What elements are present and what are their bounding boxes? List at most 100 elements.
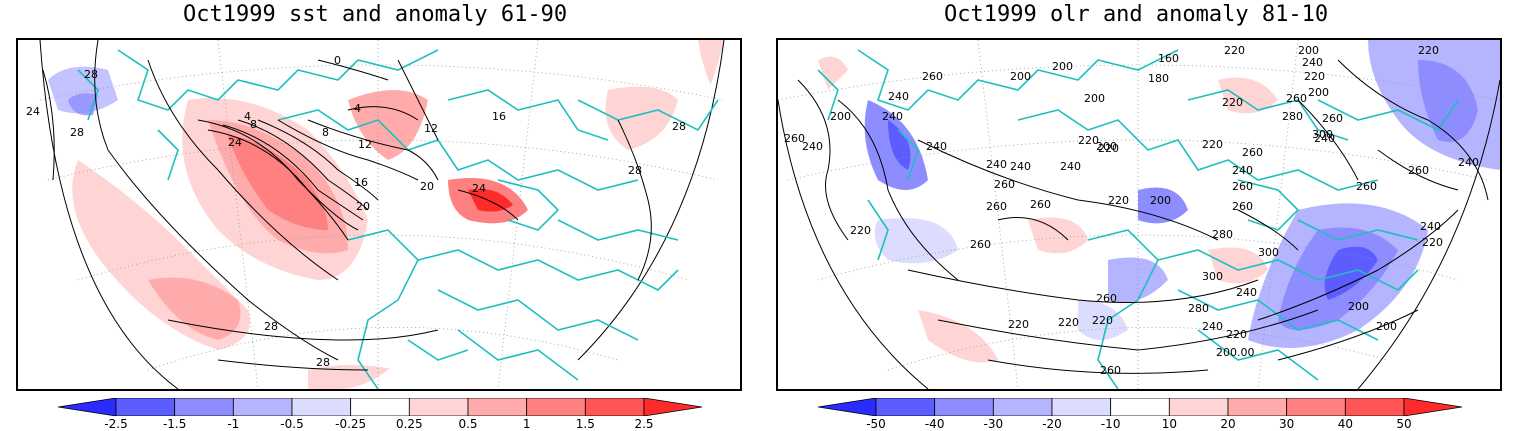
contour-label: 28	[672, 120, 686, 133]
colorbar-segment	[526, 398, 586, 416]
left-horizon-right	[577, 40, 725, 361]
contour-label: 300	[1202, 270, 1223, 283]
contour-label: 200.00	[1216, 346, 1255, 359]
contour-label: 240	[888, 90, 909, 103]
contour-label: 260	[994, 178, 1015, 191]
contour-label: 240	[1232, 164, 1253, 177]
contour-label: 280	[1212, 228, 1233, 241]
contour-label: 260	[1408, 164, 1429, 177]
colorbar-low-cap	[58, 398, 117, 416]
right-horizon-right	[1357, 79, 1500, 389]
left-contours	[42, 40, 652, 371]
contour-label: 220	[1078, 134, 1099, 147]
contour-label: 24	[472, 182, 486, 195]
contour-label: 300	[1258, 246, 1279, 259]
colorbar-tick-label: 30	[1279, 417, 1295, 431]
colorbar-tick-label: 50	[1396, 417, 1412, 431]
contour-label: 12	[358, 138, 372, 151]
right-horizon-left	[778, 99, 929, 389]
colorbar-segment	[232, 398, 293, 416]
contour-label: 240	[926, 140, 947, 153]
contour-label: 220	[1222, 96, 1243, 109]
colorbar-tick-label: -1	[227, 417, 240, 431]
contour-label: 0	[334, 54, 341, 67]
contour-label: 28	[70, 126, 84, 139]
contour-label: 180	[1148, 72, 1169, 85]
contour-label: 240	[1458, 156, 1479, 169]
colorbar-tick-label: -40	[924, 417, 945, 431]
contour-label: 200	[1010, 70, 1031, 83]
colorbar-tick-label: 0.5	[458, 417, 478, 431]
contour-label: 28	[264, 320, 278, 333]
contour-label: 220	[1304, 70, 1325, 83]
colorbar-tick-label: 0.25	[395, 417, 423, 431]
colorbar-segment	[992, 398, 1053, 416]
colorbar-high-cap	[1403, 398, 1462, 416]
contour-label: 240	[1202, 320, 1223, 333]
contour-label: 280	[1188, 302, 1209, 315]
left-map-svg: 24 28 0 4 4 8 8 12 16 20 24 12 16 20 24 …	[26, 40, 725, 389]
contour-label: 260	[1232, 200, 1253, 213]
contour-label: 200	[1096, 140, 1117, 153]
contour-label: 240	[1314, 132, 1335, 145]
contour-label: 200	[1084, 92, 1105, 105]
contour-label: 4	[244, 110, 251, 123]
contour-label: 220	[1202, 138, 1223, 151]
left-colorbar-labels: -2.5 -1.5 -1 -0.5 -0.25 0.25 0.5 1 1.5 2.5	[58, 417, 702, 431]
right-graticule	[778, 40, 1500, 389]
contour-label: 8	[250, 118, 257, 131]
colorbar-high-cap	[643, 398, 702, 416]
contour-label: 220	[850, 224, 871, 237]
right-colorbar-labels: -50 -40 -30 -20 -10 10 20 30 40 50	[818, 417, 1462, 431]
left-map: 24 28 0 4 4 8 8 12 16 20 24 12 16 20 24 …	[16, 38, 742, 391]
contour-label: 240	[1420, 220, 1441, 233]
left-panel-title: Oct1999 sst and anomaly 61-90	[183, 2, 568, 27]
colorbar-segment	[1286, 398, 1346, 416]
colorbar-segment	[1168, 398, 1229, 416]
colorbar-segment	[875, 398, 936, 416]
contour-label: 20	[356, 200, 370, 213]
contour-label: 12	[424, 122, 438, 135]
right-contour-labels: 220 200 220 260 240 200 200 180 160 240 …	[784, 44, 1479, 377]
contour-label: 4	[354, 102, 361, 115]
contour-label: 24	[26, 105, 40, 118]
contour-label: 260	[986, 200, 1007, 213]
contour-label: 260	[1030, 198, 1051, 211]
left-contour-labels: 24 28 0 4 4 8 8 12 16 20 24 12 16 20 24 …	[26, 54, 686, 369]
contour-label: 8	[322, 126, 329, 139]
colorbar-tick-label: -1.5	[162, 417, 187, 431]
contour-label: 260	[1356, 180, 1377, 193]
colorbar-segment	[350, 398, 410, 416]
right-panel-title: Oct1999 olr and anomaly 81-10	[944, 2, 1329, 27]
contour-label: 240	[1060, 160, 1081, 173]
colorbar-segment	[584, 398, 645, 416]
contour-label: 260	[1286, 92, 1307, 105]
contour-label: 260	[970, 238, 991, 251]
contour-label: 220	[1418, 44, 1439, 57]
colorbar-tick-label: 10	[1161, 417, 1177, 431]
contour-label: 220	[1058, 316, 1079, 329]
contour-label: 240	[1302, 56, 1323, 69]
colorbar-segment	[174, 398, 234, 416]
contour-label: 160	[1158, 52, 1179, 65]
contour-label: 240	[1010, 160, 1031, 173]
colorbar-segment	[408, 398, 469, 416]
right-colorbar	[818, 398, 1462, 416]
colorbar-tick-label: -30	[983, 417, 1004, 431]
contour-label: 280	[1282, 110, 1303, 123]
contour-label: 28	[628, 164, 642, 177]
contour-label: 20	[420, 180, 434, 193]
right-map-svg: 220 200 220 260 240 200 200 180 160 240 …	[778, 40, 1500, 389]
contour-label: 200	[830, 110, 851, 123]
contour-label: 260	[1232, 180, 1253, 193]
colorbar-segment	[115, 398, 176, 416]
right-coastlines	[817, 49, 1459, 389]
colorbar-low-cap	[818, 398, 877, 416]
contour-label: 200	[1052, 60, 1073, 73]
left-coastlines	[77, 49, 719, 389]
contour-label: 240	[802, 140, 823, 153]
contour-label: 260	[922, 70, 943, 83]
colorbar-tick-label: -20	[1042, 417, 1062, 431]
colorbar-segment	[1051, 398, 1112, 416]
contour-label: 220	[1092, 314, 1113, 327]
